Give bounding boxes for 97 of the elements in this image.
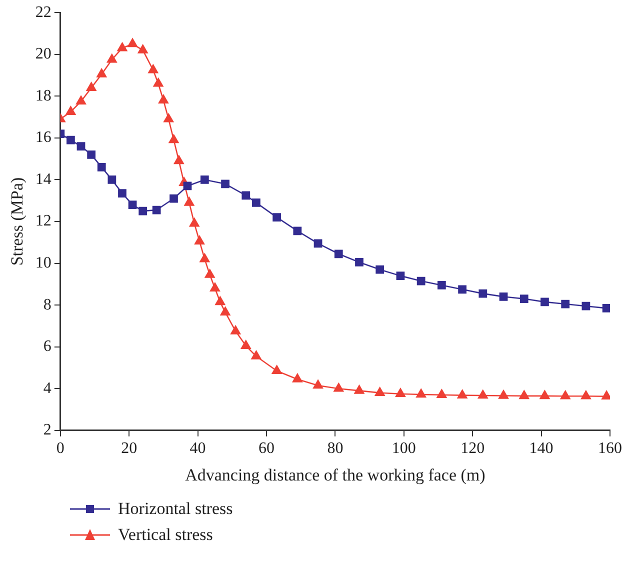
point	[96, 68, 107, 78]
point	[334, 250, 343, 258]
point	[395, 388, 406, 397]
x-tick-label: 20	[121, 440, 138, 458]
y-tick-label: 20	[35, 46, 52, 63]
point	[519, 390, 530, 400]
point	[117, 42, 128, 52]
point	[478, 289, 488, 298]
legend-label: Vertical stress	[118, 525, 213, 545]
point	[580, 390, 591, 400]
y-tick-label: 18	[35, 87, 52, 104]
point	[313, 380, 324, 389]
point	[602, 304, 610, 312]
point	[200, 176, 209, 184]
point	[396, 272, 405, 280]
point	[582, 302, 590, 310]
point	[138, 206, 148, 216]
point	[128, 200, 137, 209]
point	[240, 340, 251, 349]
point	[416, 388, 426, 398]
point	[215, 296, 226, 306]
x-tick-label: 140	[529, 440, 554, 458]
point	[66, 136, 75, 144]
point	[499, 292, 508, 301]
point	[540, 298, 549, 306]
point	[374, 387, 385, 396]
x-tick-label: 160	[598, 440, 622, 458]
y-tick-label: 6	[43, 338, 52, 356]
point	[76, 96, 86, 105]
x-tick-label: 0	[56, 440, 64, 458]
point	[138, 44, 148, 54]
point	[86, 82, 96, 91]
point	[355, 258, 364, 266]
point	[478, 390, 488, 399]
y-tick-label: 14	[35, 170, 52, 188]
point	[106, 54, 117, 63]
x-tick-label: 60	[258, 440, 274, 458]
point	[183, 182, 192, 190]
point	[148, 64, 158, 74]
y-tick-label: 4	[43, 380, 52, 397]
x-tick-label: 40	[190, 440, 206, 458]
y-axis-title: Stress (MPa)	[8, 177, 27, 266]
y-tick-label: 22	[35, 4, 52, 21]
point	[170, 194, 178, 203]
point	[560, 390, 570, 400]
point	[457, 390, 468, 398]
legend-label: Horizontal stress	[118, 499, 233, 519]
point	[153, 78, 164, 87]
point	[293, 226, 302, 236]
point	[97, 163, 106, 172]
point	[354, 385, 364, 394]
point	[128, 38, 138, 48]
y-tick-label: 12	[35, 212, 52, 230]
point	[118, 189, 126, 198]
point	[520, 294, 528, 303]
point	[221, 180, 230, 188]
point	[87, 150, 96, 159]
point	[189, 218, 200, 227]
point	[168, 134, 179, 144]
x-tick-label: 120	[460, 440, 485, 458]
point	[204, 269, 215, 278]
point	[334, 382, 344, 392]
y-tick-label: 16	[35, 129, 52, 146]
point	[174, 155, 184, 164]
point	[416, 276, 426, 286]
point	[158, 94, 168, 104]
point	[252, 198, 260, 207]
point	[458, 285, 466, 294]
x-tick-label: 80	[327, 440, 344, 458]
x-tick-label: 100	[392, 440, 416, 458]
point	[251, 350, 262, 360]
point	[220, 306, 230, 316]
point	[242, 191, 250, 200]
point	[292, 374, 302, 382]
point	[66, 106, 76, 115]
point	[230, 326, 241, 334]
point	[200, 253, 210, 262]
point	[498, 390, 508, 399]
point	[194, 236, 204, 244]
y-tick-label: 10	[35, 254, 52, 272]
point	[152, 206, 161, 214]
point	[436, 389, 447, 398]
point	[210, 282, 220, 292]
point	[314, 239, 322, 248]
point	[76, 142, 86, 150]
point	[164, 113, 174, 122]
point	[184, 197, 194, 206]
y-tick-label: 2	[43, 422, 52, 439]
point	[540, 390, 550, 400]
point	[561, 300, 570, 308]
point	[108, 176, 116, 184]
point	[272, 213, 281, 222]
point	[272, 365, 282, 374]
point	[438, 281, 446, 290]
point	[376, 265, 384, 274]
x-axis-title: Advancing distance of the working face (m)	[185, 465, 486, 484]
y-tick-label: 8	[43, 296, 52, 314]
